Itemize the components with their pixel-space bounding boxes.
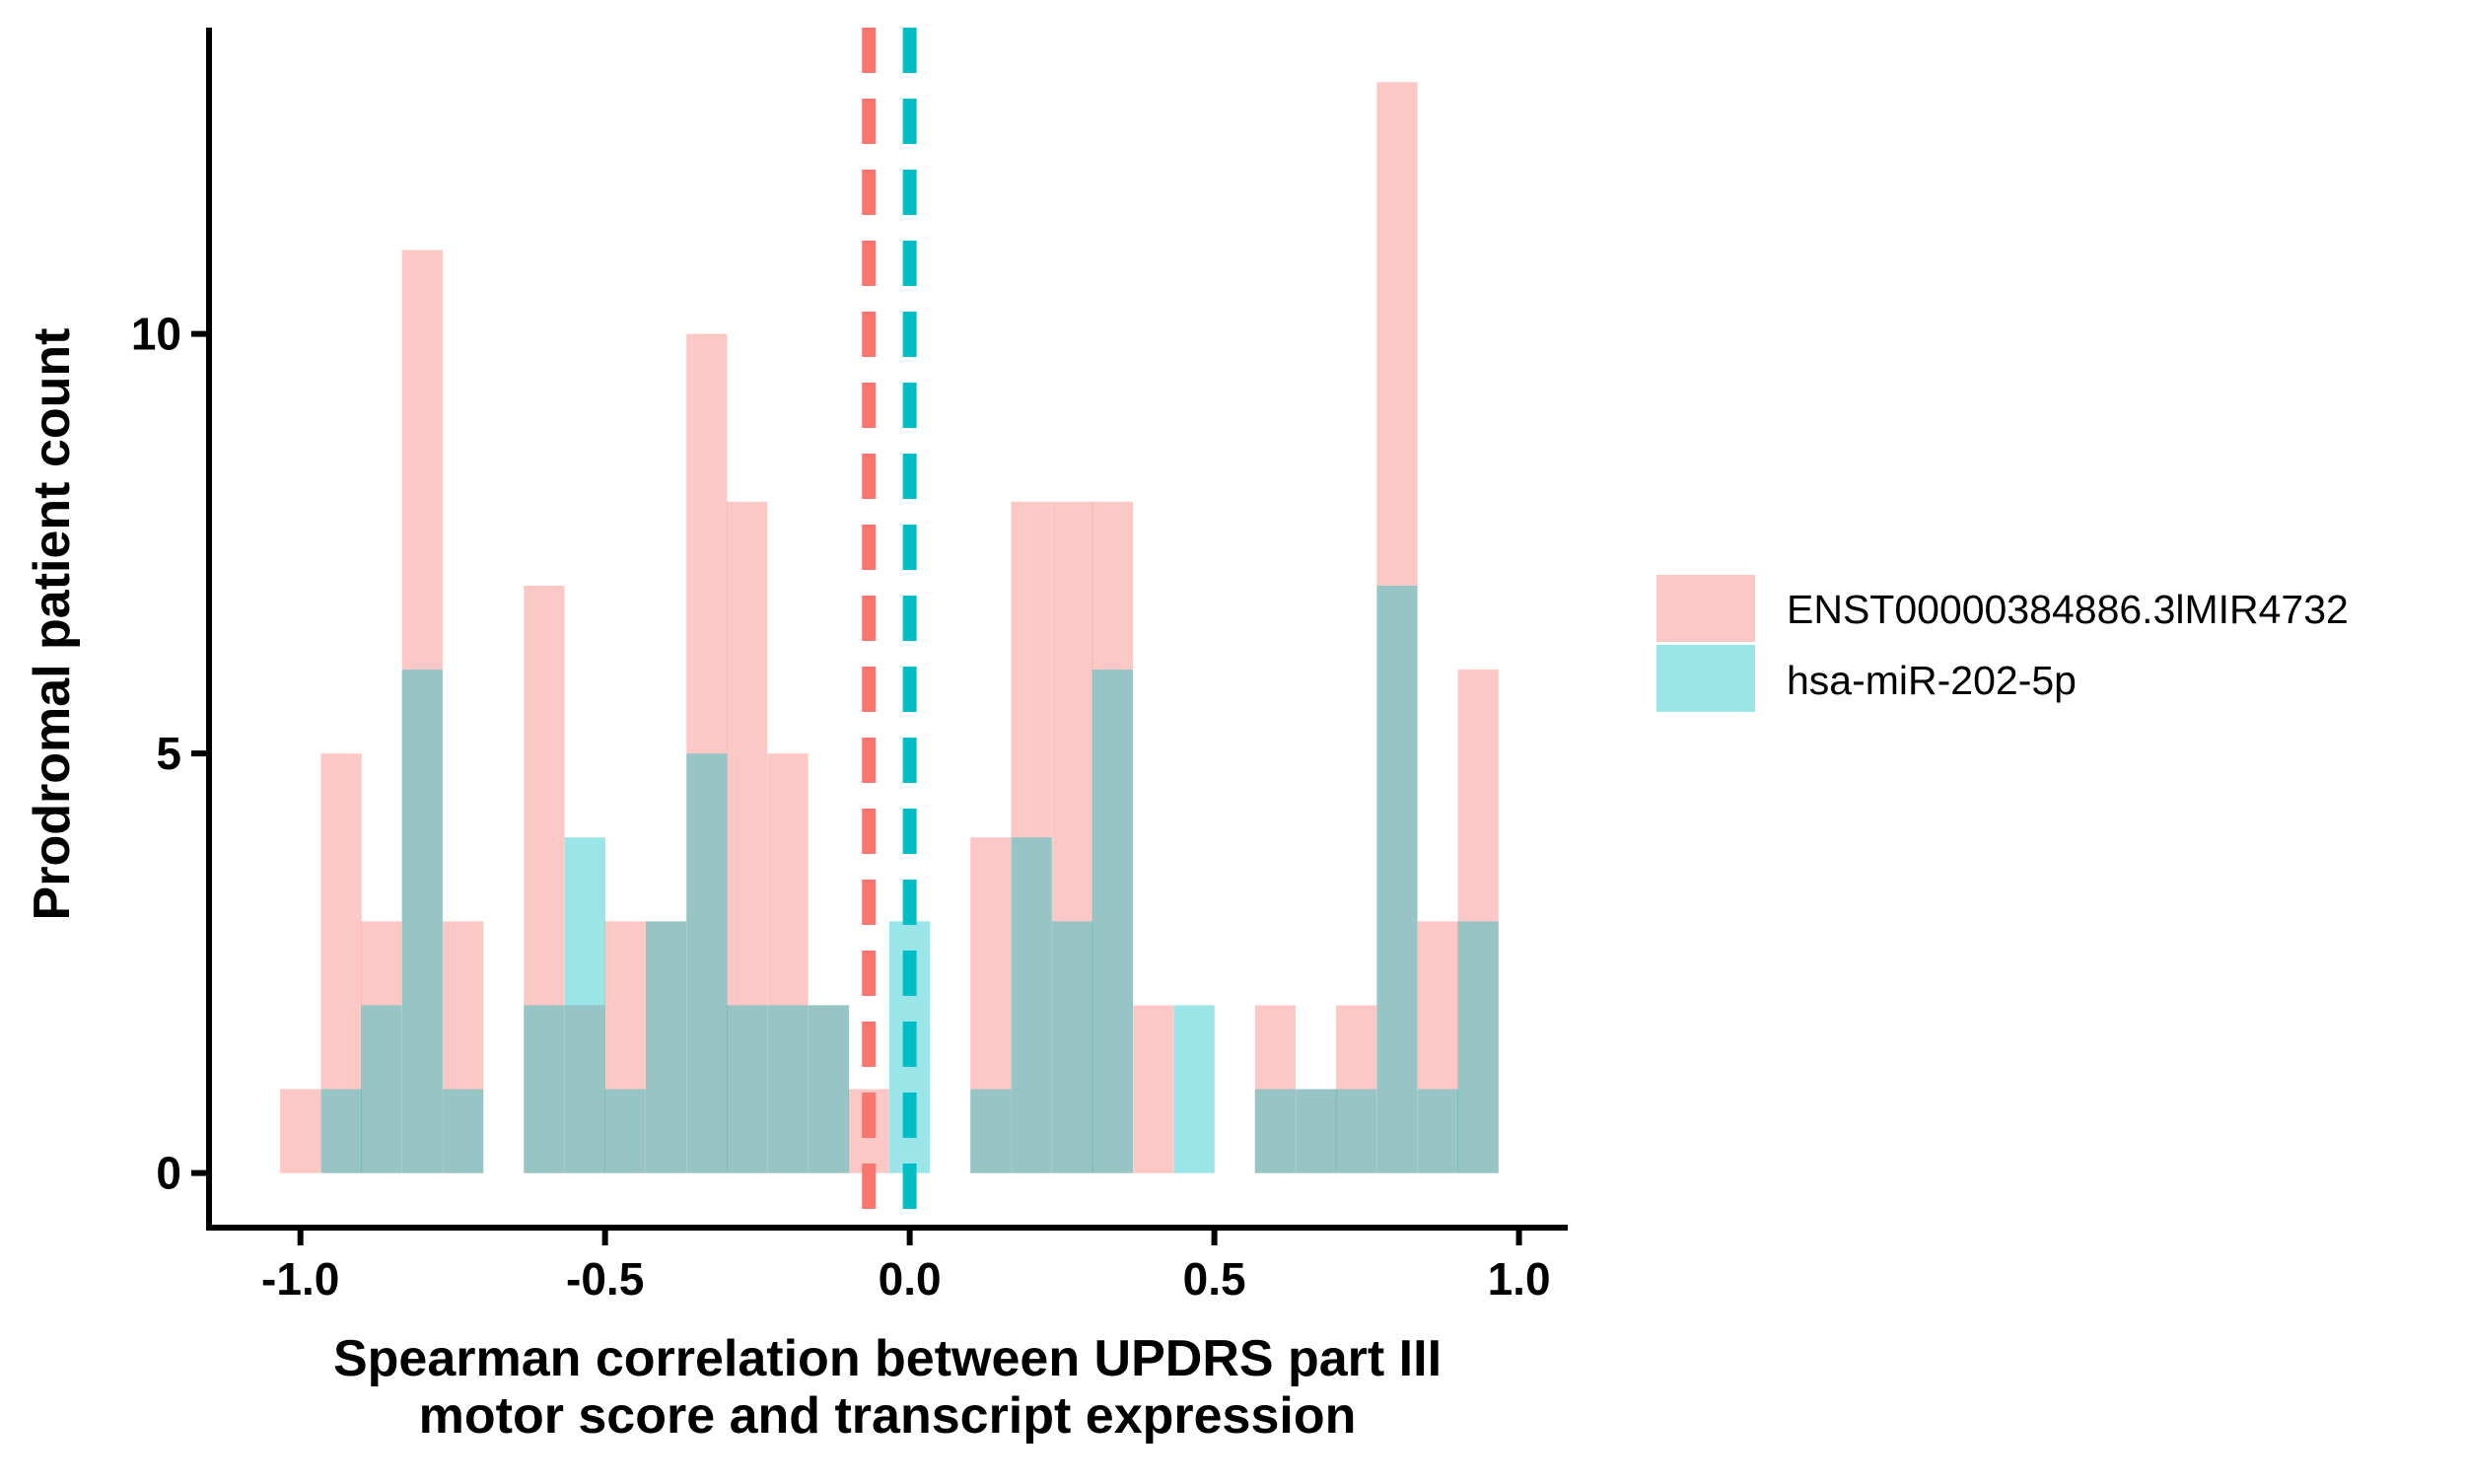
legend-swatch-b — [1656, 645, 1755, 712]
histogram-bar — [443, 921, 484, 1173]
x-tick-label: -1.0 — [261, 1253, 339, 1305]
histogram-bar — [361, 1005, 402, 1173]
tick-labels: -1.0 -0.5 0.0 0.5 1.0 0 5 10 — [131, 309, 1551, 1305]
histogram-bar — [1417, 1089, 1458, 1173]
x-tick-label: 0.5 — [1183, 1253, 1246, 1305]
y-axis-title: Prodromal patient count — [24, 328, 81, 921]
histogram-bar — [1417, 921, 1458, 1173]
histogram-bar — [564, 1005, 605, 1173]
histogram-bar — [1457, 670, 1499, 1173]
histogram-bar — [645, 921, 687, 1173]
legend: ENST00000384886.3lMIR4732 hsa-miR-202-5p — [1656, 575, 2349, 712]
histogram-bar — [1296, 1089, 1337, 1173]
series-b-bars — [320, 585, 1499, 1173]
histogram-bar — [280, 1089, 321, 1173]
x-tick-label: 0.0 — [879, 1253, 942, 1305]
histogram-bar — [1335, 1089, 1377, 1173]
histogram-bar — [1092, 670, 1134, 1173]
histogram-bar — [401, 670, 443, 1173]
histogram-bar — [1173, 1005, 1215, 1173]
series-a-bars — [280, 82, 1499, 1173]
histogram-bar — [808, 1005, 850, 1173]
legend-label-a: ENST00000384886.3lMIR4732 — [1787, 587, 2349, 632]
y-tick-label: 5 — [156, 728, 181, 779]
histogram-bar — [604, 1089, 646, 1173]
histogram-bar — [524, 1005, 565, 1173]
histogram-bar — [686, 753, 728, 1173]
histogram-bar — [1376, 82, 1418, 1173]
histogram-bar — [1254, 1005, 1296, 1173]
x-tick-label: 1.0 — [1488, 1253, 1551, 1305]
histogram-bar — [1376, 585, 1418, 1173]
histogram-bar — [1133, 1005, 1174, 1173]
histogram-bar — [1052, 921, 1093, 1173]
histogram-bar — [727, 501, 768, 1173]
histogram-bar — [808, 1005, 850, 1173]
histogram-bar — [524, 585, 565, 1173]
legend-swatch-a — [1656, 575, 1755, 642]
y-tick-label: 10 — [131, 309, 181, 360]
histogram-bar — [970, 837, 1012, 1173]
histogram-bar — [320, 1089, 362, 1173]
histogram-bar — [767, 753, 809, 1173]
histogram-bar — [443, 1089, 484, 1173]
histogram-bar — [1296, 1089, 1337, 1173]
histogram-bar — [1052, 501, 1093, 1173]
x-tick-label: -0.5 — [566, 1253, 644, 1305]
histogram-bar — [1335, 1005, 1377, 1173]
histogram-bar — [320, 753, 362, 1173]
histogram-bar — [604, 921, 646, 1173]
mean-lines — [862, 28, 917, 1228]
axes — [191, 28, 1568, 1245]
histogram-bar — [1092, 501, 1134, 1173]
histogram-bar — [361, 921, 402, 1173]
histogram-bar — [686, 333, 728, 1173]
histogram-bar — [1254, 1089, 1296, 1173]
histogram-bar — [970, 1089, 1012, 1173]
histogram-bar — [1011, 501, 1052, 1173]
histogram-bar — [645, 921, 687, 1173]
y-tick-label: 0 — [156, 1148, 181, 1199]
histogram-bar — [727, 1005, 768, 1173]
histogram-bar — [401, 249, 443, 1173]
histogram-bar — [767, 1005, 809, 1173]
x-axis-title-line-2: motor score and transcript expression — [419, 1387, 1357, 1445]
histogram-bar — [1011, 837, 1052, 1173]
legend-label-b: hsa-miR-202-5p — [1787, 658, 2077, 703]
histogram-bar — [564, 837, 605, 1173]
histogram-bar — [1457, 921, 1499, 1173]
x-axis-title-line-1: Spearman correlation between UPDRS part … — [333, 1330, 1442, 1387]
